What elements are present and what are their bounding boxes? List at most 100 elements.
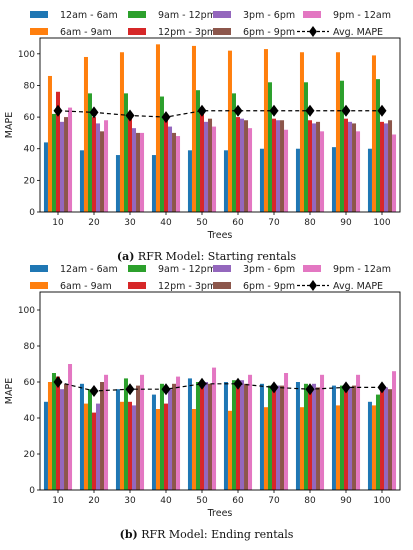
caption-a-tag: (a) xyxy=(116,250,135,263)
bar xyxy=(259,148,264,212)
bar xyxy=(388,120,393,212)
y-tick-label: 0 xyxy=(29,208,35,218)
bar xyxy=(367,401,372,490)
x-tick-label: 20 xyxy=(88,218,100,228)
bar xyxy=(307,391,312,490)
bar xyxy=(379,387,384,490)
bar xyxy=(271,118,276,212)
legend-swatch xyxy=(128,282,146,289)
x-tick-label: 50 xyxy=(196,496,208,506)
bar xyxy=(115,155,120,212)
bar xyxy=(331,385,336,490)
y-axis-label: MAPE xyxy=(4,112,15,138)
legend-swatch xyxy=(213,282,231,289)
legend-swatch xyxy=(128,265,146,272)
bar xyxy=(163,403,168,490)
bar xyxy=(244,383,249,490)
legend-item: 12am - 6am xyxy=(30,264,118,275)
plot-frame xyxy=(39,37,401,213)
bar xyxy=(168,126,173,212)
bar xyxy=(79,150,84,212)
legend-label: 9am - 12pm xyxy=(158,10,216,21)
avg-mape-marker xyxy=(125,383,135,396)
bar xyxy=(392,134,397,212)
bar xyxy=(68,107,73,212)
chart-panel-a: 12am - 6am 9am - 12pm 3pm - 6pm 9pm - 12am 6… xyxy=(4,10,401,241)
bar xyxy=(223,382,228,490)
avg-mape-marker xyxy=(233,104,243,117)
x-axis-label: Trees xyxy=(207,508,233,519)
bar xyxy=(140,132,145,212)
bar xyxy=(68,364,73,490)
bar xyxy=(371,55,376,213)
avg-mape-marker xyxy=(89,106,99,119)
bar xyxy=(312,123,317,212)
caption-b-text: RFR Model: Ending rentals xyxy=(141,528,294,541)
bar xyxy=(47,75,52,213)
legend-swatch xyxy=(30,265,48,272)
legend-item: 9am - 12pm xyxy=(128,10,216,21)
avg-mape-marker xyxy=(341,104,351,117)
avg-mape-marker xyxy=(305,383,315,396)
bar xyxy=(96,403,101,490)
x-tick-label: 90 xyxy=(340,496,352,506)
legend-swatch xyxy=(213,11,231,18)
bar xyxy=(123,378,128,490)
bar xyxy=(191,45,196,212)
legend-item: 9pm - 12am xyxy=(303,10,391,21)
bar xyxy=(227,410,232,490)
bar xyxy=(47,382,52,490)
bar xyxy=(83,56,88,213)
bar xyxy=(299,407,304,490)
bar xyxy=(263,407,268,490)
legend-item: Avg. MAPE xyxy=(297,280,383,292)
legend-label: 12am - 6am xyxy=(60,264,118,275)
x-tick-label: 40 xyxy=(160,218,172,228)
bar xyxy=(316,387,321,490)
y-axis-label: MAPE xyxy=(4,378,15,404)
x-tick-label: 100 xyxy=(373,496,390,506)
avg-mape-line xyxy=(57,110,382,118)
legend-label: 3pm - 6pm xyxy=(243,264,295,275)
bar xyxy=(104,374,109,490)
legend-label: 12pm - 3pm xyxy=(158,281,216,292)
y-tick-label: 40 xyxy=(24,145,36,155)
legend-item: 12am - 6am xyxy=(30,10,118,21)
bar xyxy=(127,401,132,490)
bar xyxy=(356,131,361,212)
legend-swatch xyxy=(30,282,48,289)
caption-b: (b) RFR Model: Ending rentals xyxy=(0,528,413,541)
y-tick-label: 80 xyxy=(24,81,36,91)
x-tick-label: 60 xyxy=(232,496,244,506)
avg-mape-marker xyxy=(53,104,63,117)
legend-label: 6pm - 9pm xyxy=(243,281,295,292)
bar xyxy=(284,129,289,212)
bar xyxy=(320,374,325,490)
bar xyxy=(267,385,272,490)
x-tick-label: 40 xyxy=(160,496,172,506)
bar xyxy=(331,147,336,212)
y-tick-label: 80 xyxy=(24,342,36,352)
legend-item: 9pm - 12am xyxy=(303,264,391,275)
bar xyxy=(240,380,245,490)
chart-panel-b: 12am - 6am 9am - 12pm 3pm - 6pm 9pm - 12am 6… xyxy=(4,264,401,519)
y-tick-label: 0 xyxy=(29,486,35,496)
bar xyxy=(64,383,69,490)
bar xyxy=(151,155,156,212)
legend-item: Avg. MAPE xyxy=(297,26,383,38)
bar xyxy=(208,383,213,490)
caption-b-tag: (b) xyxy=(119,528,138,541)
x-tick-label: 20 xyxy=(88,496,100,506)
x-tick-label: 70 xyxy=(268,218,280,228)
y-tick-label: 20 xyxy=(24,450,36,460)
bar xyxy=(312,383,317,490)
bar xyxy=(96,123,101,212)
bar xyxy=(276,385,281,490)
avg-mape-marker xyxy=(161,383,171,396)
bar xyxy=(83,403,88,490)
x-tick-label: 100 xyxy=(373,218,390,228)
bar xyxy=(159,96,164,212)
bar xyxy=(227,50,232,213)
x-tick-label: 50 xyxy=(196,218,208,228)
bar xyxy=(104,120,109,212)
